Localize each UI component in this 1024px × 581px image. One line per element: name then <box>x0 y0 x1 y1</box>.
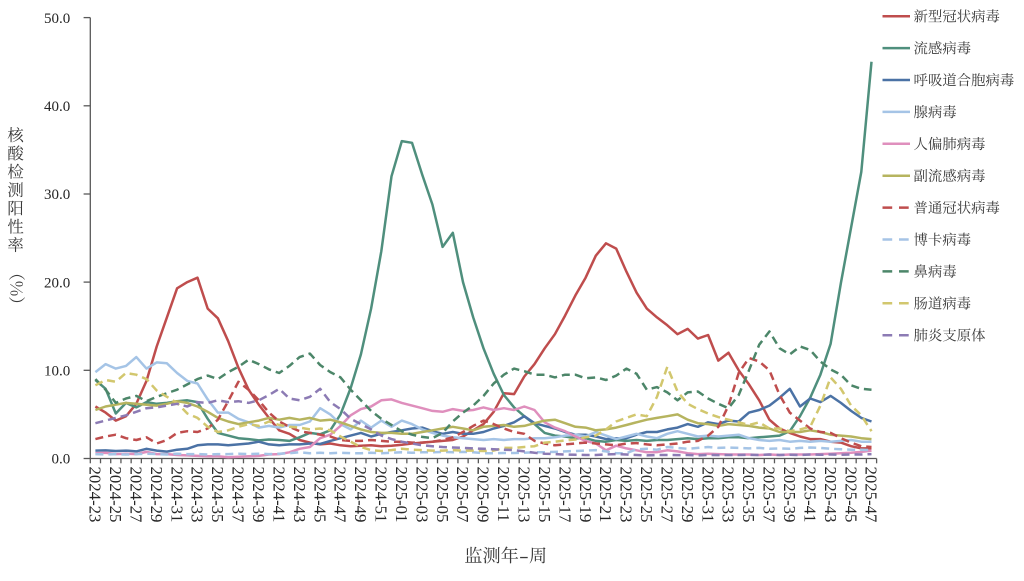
svg-text:2025-27: 2025-27 <box>658 467 677 523</box>
svg-text:2025-33: 2025-33 <box>719 467 738 523</box>
svg-text:2024-35: 2024-35 <box>208 467 227 523</box>
svg-text:2025-05: 2025-05 <box>433 467 452 523</box>
svg-text:2025-07: 2025-07 <box>453 467 472 523</box>
svg-text:2024-37: 2024-37 <box>229 467 248 523</box>
svg-text:2024-27: 2024-27 <box>127 467 146 523</box>
svg-text:2024-51: 2024-51 <box>372 467 391 523</box>
svg-text:2025-37: 2025-37 <box>760 467 779 523</box>
svg-text:2024-25: 2024-25 <box>106 467 125 523</box>
svg-text:2025-43: 2025-43 <box>821 467 840 523</box>
svg-text:2024-29: 2024-29 <box>147 467 166 523</box>
svg-text:2025-35: 2025-35 <box>739 467 758 523</box>
svg-text:2025-09: 2025-09 <box>474 467 493 523</box>
svg-text:2024-31: 2024-31 <box>167 467 186 523</box>
svg-text:2025-03: 2025-03 <box>412 467 431 523</box>
svg-text:20.0: 20.0 <box>44 275 70 291</box>
svg-text:2025-25: 2025-25 <box>637 467 656 523</box>
svg-text:2025-17: 2025-17 <box>555 467 574 523</box>
svg-text:2025-15: 2025-15 <box>535 467 554 523</box>
svg-text:2025-31: 2025-31 <box>698 467 717 523</box>
svg-text:2025-41: 2025-41 <box>800 467 819 523</box>
svg-text:2024-23: 2024-23 <box>86 467 105 523</box>
svg-text:2025-13: 2025-13 <box>515 467 534 523</box>
svg-text:2025-29: 2025-29 <box>678 467 697 523</box>
svg-text:2025-39: 2025-39 <box>780 467 799 523</box>
svg-text:50.0: 50.0 <box>44 11 70 27</box>
svg-text:2024-39: 2024-39 <box>249 467 268 523</box>
svg-text:2024-43: 2024-43 <box>290 467 309 523</box>
svg-text:2024-41: 2024-41 <box>269 467 288 523</box>
svg-text:30.0: 30.0 <box>44 187 70 203</box>
svg-text:2025-45: 2025-45 <box>841 467 860 523</box>
svg-text:2024-45: 2024-45 <box>310 467 329 523</box>
svg-text:2024-47: 2024-47 <box>331 467 350 523</box>
svg-text:2025-23: 2025-23 <box>617 467 636 523</box>
svg-text:2025-11: 2025-11 <box>494 467 513 522</box>
svg-text:2025-21: 2025-21 <box>596 467 615 523</box>
svg-text:0.0: 0.0 <box>52 452 71 468</box>
svg-text:2024-33: 2024-33 <box>188 467 207 523</box>
svg-text:2025-19: 2025-19 <box>576 467 595 523</box>
svg-text:2024-49: 2024-49 <box>351 467 370 523</box>
svg-text:40.0: 40.0 <box>44 99 70 115</box>
svg-text:2025-01: 2025-01 <box>392 467 411 523</box>
svg-text:2025-47: 2025-47 <box>862 467 881 523</box>
svg-text:10.0: 10.0 <box>44 364 70 380</box>
